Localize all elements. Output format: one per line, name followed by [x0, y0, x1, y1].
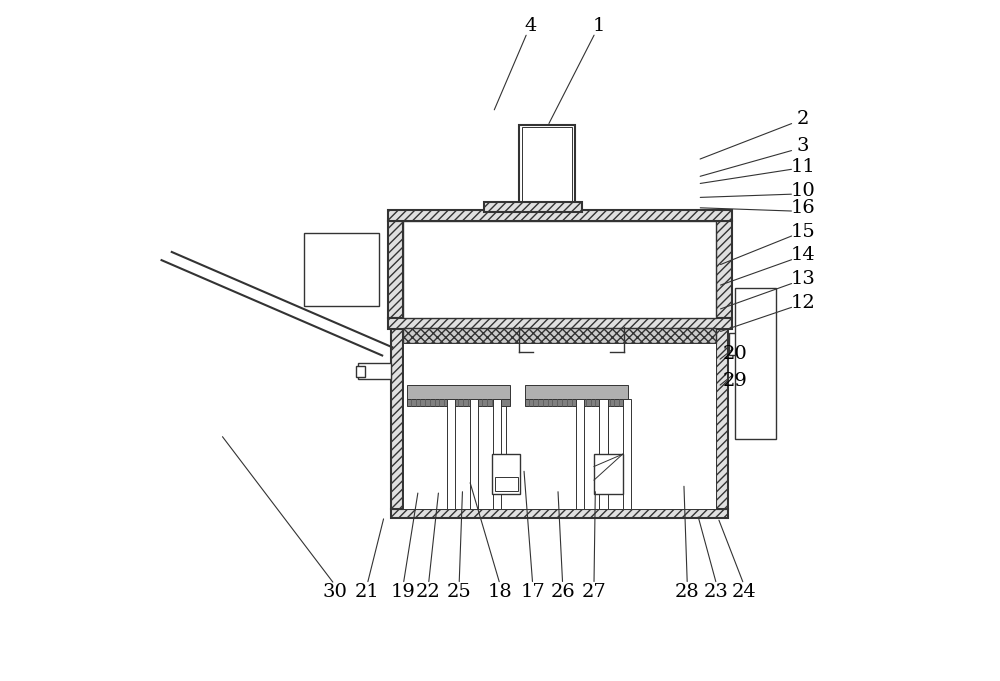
Text: 28: 28: [675, 584, 700, 601]
Bar: [356, 366, 365, 377]
Text: 16: 16: [791, 199, 815, 217]
Text: 12: 12: [791, 294, 815, 312]
Bar: [388, 221, 403, 319]
Text: 21: 21: [355, 584, 380, 601]
Text: 10: 10: [791, 182, 815, 200]
Bar: [623, 399, 631, 509]
Text: 23: 23: [704, 584, 729, 601]
Text: 25: 25: [447, 584, 472, 601]
Bar: [525, 399, 628, 406]
Text: 4: 4: [524, 17, 537, 35]
Bar: [391, 319, 728, 328]
Bar: [576, 399, 584, 509]
Text: 30: 30: [322, 584, 347, 601]
Bar: [388, 319, 732, 330]
Bar: [403, 343, 716, 509]
Bar: [599, 399, 608, 509]
Text: 13: 13: [791, 270, 815, 288]
Text: 24: 24: [731, 584, 756, 601]
Bar: [716, 221, 732, 319]
Bar: [403, 328, 716, 343]
Text: 20: 20: [723, 345, 747, 363]
Bar: [594, 454, 623, 494]
Text: 22: 22: [416, 584, 441, 601]
Bar: [407, 385, 510, 399]
Bar: [447, 399, 455, 509]
Bar: [304, 234, 379, 306]
Bar: [495, 477, 518, 491]
Text: 26: 26: [550, 584, 575, 601]
Bar: [716, 328, 728, 509]
Text: 18: 18: [488, 584, 512, 601]
Bar: [493, 399, 501, 509]
Bar: [484, 202, 582, 212]
Text: 3: 3: [797, 138, 809, 155]
Bar: [525, 385, 628, 399]
Bar: [403, 221, 716, 319]
Bar: [519, 125, 575, 210]
Bar: [735, 289, 776, 439]
Bar: [729, 334, 757, 355]
Bar: [522, 127, 572, 208]
Bar: [391, 509, 728, 518]
Text: 29: 29: [723, 373, 747, 390]
Bar: [388, 210, 732, 221]
Bar: [492, 454, 520, 494]
Bar: [391, 328, 403, 509]
Bar: [407, 399, 510, 406]
Text: 11: 11: [791, 158, 815, 176]
Text: 17: 17: [520, 584, 545, 601]
Text: 2: 2: [797, 110, 809, 128]
Text: 27: 27: [582, 584, 606, 601]
Text: 1: 1: [593, 17, 605, 35]
Text: 19: 19: [391, 584, 416, 601]
Bar: [470, 399, 478, 509]
Text: 14: 14: [791, 247, 815, 264]
Bar: [358, 363, 391, 379]
Text: 15: 15: [791, 223, 815, 240]
